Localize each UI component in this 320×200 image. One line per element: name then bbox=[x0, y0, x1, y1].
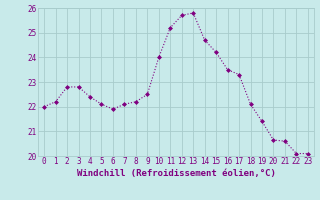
X-axis label: Windchill (Refroidissement éolien,°C): Windchill (Refroidissement éolien,°C) bbox=[76, 169, 276, 178]
